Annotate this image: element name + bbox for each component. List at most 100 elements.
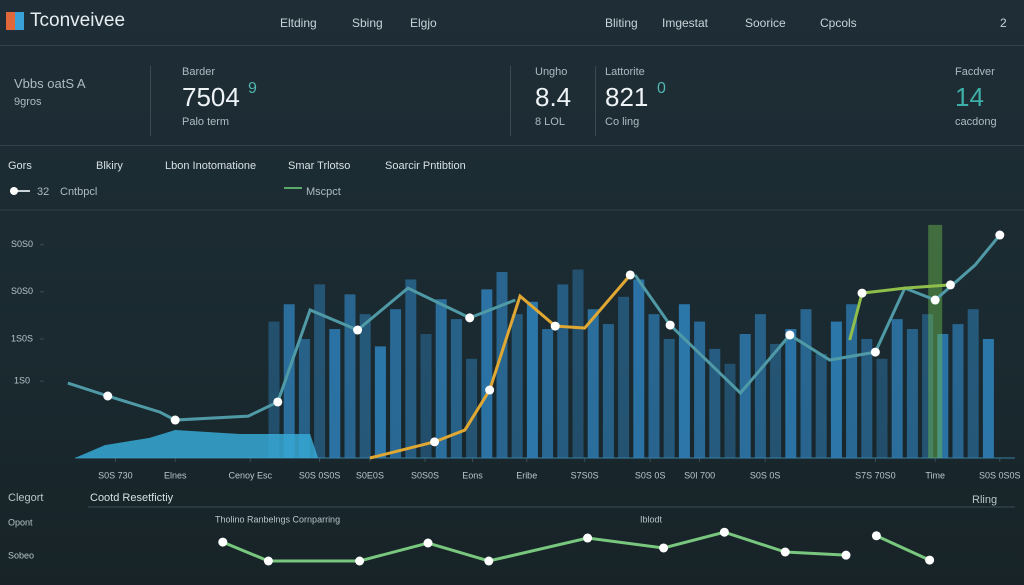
y-tick-label: S0S0 (11, 239, 33, 249)
x-tick-label: S0S 0S0S (299, 470, 341, 480)
x-tick-label: Eribe (516, 470, 537, 480)
point (625, 270, 635, 280)
bar (557, 284, 569, 458)
bar (663, 338, 675, 458)
bar (374, 346, 386, 458)
bar (405, 279, 417, 458)
separator (595, 66, 596, 136)
kpi-label: Ungho (535, 66, 568, 78)
kpi-sub: Palo term (182, 116, 230, 128)
point (484, 556, 494, 566)
x-tick-label: Eons (462, 470, 483, 480)
y-tick-label: 1S0S (11, 333, 33, 343)
legend-item: Smar Trlotso (288, 160, 351, 172)
point (263, 556, 273, 566)
x-tick-label: S0S 0S (635, 470, 666, 480)
bar (724, 363, 736, 458)
point (353, 325, 363, 335)
divider (0, 45, 1024, 46)
nav-item[interactable]: Eltding (280, 16, 317, 30)
annotation: Rling (972, 494, 997, 506)
bar (283, 304, 295, 458)
x-tick-label: Time (925, 470, 945, 480)
bar (982, 338, 994, 458)
bar (633, 279, 645, 458)
bar (496, 272, 508, 458)
app-title: Tconveivee (30, 10, 126, 31)
bar (466, 358, 478, 458)
point (945, 280, 955, 290)
y-tick-label: S0S0 (11, 286, 33, 296)
bar (390, 309, 402, 458)
nav-item[interactable]: Soorice (745, 16, 786, 30)
legend-dot (10, 187, 18, 195)
kpi-extra: 9 (248, 80, 257, 97)
bar (937, 334, 949, 458)
bar (891, 319, 903, 458)
kpi-value: 821 (605, 82, 649, 112)
annotation: Iblodt (640, 514, 663, 524)
bar (314, 284, 326, 458)
line (222, 530, 931, 563)
nav-item[interactable]: Sbing (352, 16, 383, 30)
nav-item[interactable]: Cpcols (820, 16, 857, 30)
bar (435, 299, 447, 458)
point (430, 437, 440, 447)
divider (0, 145, 1024, 146)
legend-sub: Mscpct (306, 186, 341, 198)
point (659, 543, 669, 553)
line (848, 283, 951, 341)
x-tick-label: S0S 0S (750, 470, 781, 480)
x-tick-label: S0S 0S0S (979, 470, 1021, 480)
bar (906, 329, 918, 458)
legend-sub: Cntbpcl (60, 186, 98, 198)
point (785, 330, 795, 340)
point (719, 527, 729, 537)
point (423, 538, 433, 548)
bar (785, 329, 797, 458)
y-tick-label: 1S0 (14, 375, 30, 385)
point (870, 347, 880, 357)
bar (678, 304, 690, 458)
legend-item: Blkiry (96, 160, 123, 172)
bar (861, 338, 873, 458)
kpi-sub: 9gros (14, 96, 42, 108)
point (170, 415, 180, 425)
line (369, 273, 632, 460)
bar (928, 224, 943, 458)
bar (572, 269, 584, 458)
bar (830, 321, 842, 458)
nav-item[interactable]: Bliting (605, 16, 638, 30)
point (465, 313, 475, 323)
x-tick-label: S0S 730 (98, 470, 133, 480)
bar (694, 321, 706, 458)
bar (770, 343, 782, 458)
bar (450, 319, 462, 458)
kpi-value: 14 (955, 82, 984, 112)
kpi-value: 7504 (182, 82, 240, 112)
point (995, 230, 1005, 240)
bar (952, 324, 964, 458)
logo (6, 12, 24, 30)
nav-item[interactable]: 2 (1000, 16, 1007, 30)
kpi-sub: 8 LOL (535, 116, 565, 128)
point (103, 391, 113, 401)
kpi-label: Barder (182, 66, 216, 78)
bar (481, 289, 493, 458)
area (74, 429, 319, 458)
nav-item[interactable]: Elgjo (410, 16, 437, 30)
bar (359, 314, 371, 458)
bar (648, 314, 660, 458)
bar (511, 314, 523, 458)
point (665, 320, 675, 330)
x-tick-label: S0I 700 (684, 470, 715, 480)
point (925, 555, 935, 565)
x-tick-label: S7S 70S0 (855, 470, 896, 480)
bar (587, 309, 599, 458)
kpi-label: Vbbs oatS A (14, 76, 86, 91)
bar (602, 324, 614, 458)
nav-item[interactable]: Imgestat (662, 16, 709, 30)
bar (298, 338, 310, 458)
